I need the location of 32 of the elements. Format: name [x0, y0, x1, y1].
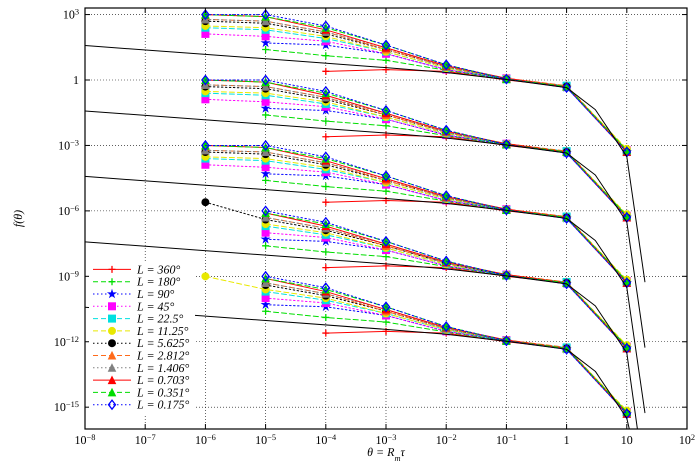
x-tick-label: 10$^{−8}$	[74, 432, 96, 447]
y-tick-label: 10$^{−15}$	[54, 400, 79, 414]
legend-label: L = 22.5°	[136, 312, 184, 326]
legend-label: L = 0.351°	[136, 385, 190, 400]
x-tick-label: 10$^{2}$	[678, 432, 696, 447]
y-tick-label: 10$^{−6}$	[58, 203, 79, 218]
y-tick-label: 10$^{−12}$	[54, 334, 79, 349]
x-axis-title: θ = R$_{m}$τ	[367, 445, 406, 462]
y-tick-label: 10$^{−9}$	[58, 268, 79, 284]
y-axis-title: f(θ)	[11, 210, 25, 228]
x-tick-label: 10$^{−6}$	[194, 432, 216, 447]
x-tick-label: 10	[620, 433, 633, 447]
legend-label: L = 360°	[136, 262, 181, 276]
y-tick-label: 1	[73, 73, 79, 88]
y-tick-label: 10$^{3}$	[62, 7, 79, 22]
legend-label: L = 1.406°	[136, 360, 190, 375]
x-tick-label: 10$^{−1}$	[496, 432, 517, 447]
x-tick-label: 1	[564, 433, 570, 447]
legend-label: L = 5.625°	[136, 336, 190, 350]
y-tick-label: 10$^{−3}$	[58, 138, 79, 152]
legend-label: L = 11.25°	[136, 324, 189, 338]
legend-label: L = 180°	[136, 274, 181, 289]
x-tick-label: 10$^{−5}$	[255, 432, 276, 447]
x-tick-label: 10$^{−3}$	[376, 432, 396, 447]
x-tick-label: 10$^{−2}$	[436, 432, 457, 447]
x-tick-label: 10$^{−7}$	[134, 432, 156, 447]
legend-label: L = 0.175°	[136, 398, 190, 412]
x-tick-label: 10$^{−4}$	[315, 432, 338, 447]
legend-label: L = 0.703°	[136, 373, 190, 388]
legend-label: L = 2.812°	[136, 348, 190, 362]
legend-label: L = 45°	[136, 299, 175, 314]
legend-label: L = 90°	[136, 287, 175, 301]
